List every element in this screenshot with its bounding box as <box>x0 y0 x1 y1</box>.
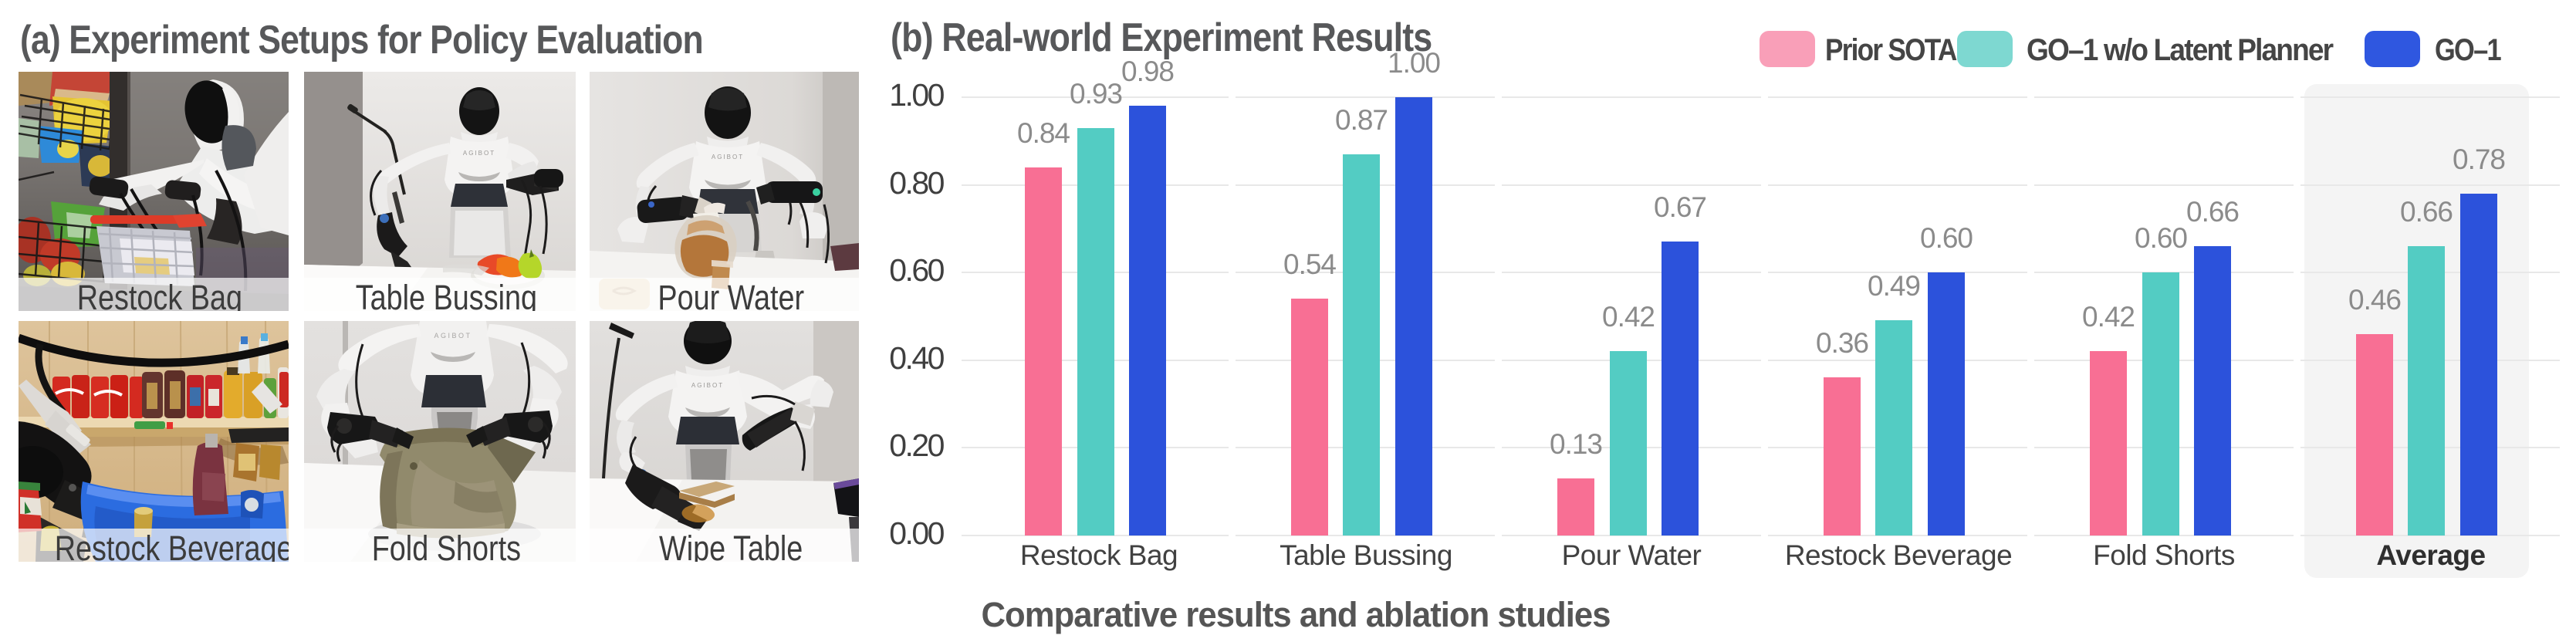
svg-text:AGIBOT: AGIBOT <box>691 382 724 389</box>
svg-text:AGIBOT: AGIBOT <box>434 332 472 340</box>
svg-text:AGIBOT: AGIBOT <box>712 154 744 160</box>
svg-text:AGIBOT: AGIBOT <box>463 150 495 157</box>
